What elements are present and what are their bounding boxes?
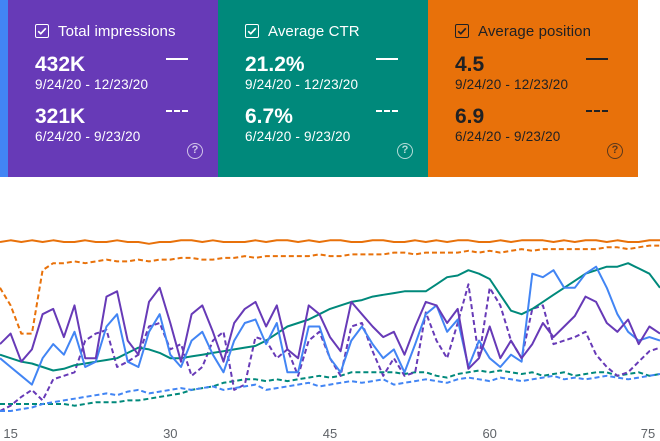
x-tick-label: 60 [482,426,497,441]
metric-cards: Total impressions 432K 9/24/20 - 12/23/2… [0,0,660,177]
date-range: 6/24/20 - 9/23/20 [245,129,351,144]
card-title: Average CTR [268,22,360,40]
metric-value: 432K [35,53,86,76]
date-range: 6/24/20 - 9/23/20 [35,129,141,144]
series-line-1 [0,244,660,335]
current-metric: 21.2% 9/24/20 - 12/23/20 [245,53,358,93]
dashed-line-legend-icon [376,110,398,112]
solid-line-legend-icon [376,58,398,60]
x-tick-label: 45 [322,426,338,441]
previous-metric: 321K 6/24/20 - 9/23/20 [35,105,140,145]
x-tick-label: 30 [163,426,178,441]
series-line-4 [0,286,660,370]
card-header: Average CTR [245,22,360,40]
series-line-5 [0,283,660,412]
previous-metric: 6.9 6/24/20 - 9/23/20 [455,105,560,145]
card-header: Total impressions [35,22,176,40]
average-position-card[interactable]: Average position 4.5 9/24/20 - 12/23/20 … [428,0,638,177]
x-tick-label: 15 [3,426,18,441]
metric-value: 4.5 [455,53,485,76]
series-line-7 [0,373,660,412]
solid-line-legend-icon [586,58,608,60]
total-impressions-card[interactable]: Total impressions 432K 9/24/20 - 12/23/2… [8,0,218,177]
date-range: 9/24/20 - 12/23/20 [35,77,149,92]
date-range: 9/24/20 - 12/23/20 [245,77,359,92]
metric-value: 6.7% [245,105,293,128]
x-tick-label: 75 [640,426,656,441]
chart-plot-area[interactable] [0,177,660,427]
dashed-line-legend-icon [166,110,188,112]
help-icon[interactable]: ? [187,143,203,159]
card-title: Total impressions [58,22,176,40]
average-ctr-card[interactable]: Average CTR 21.2% 9/24/20 - 12/23/20 6.7… [218,0,428,177]
help-icon[interactable]: ? [397,143,413,159]
metric-value: 21.2% [245,53,305,76]
series-line-3 [0,369,660,407]
series-line-0 [0,239,660,245]
metric-value: 6.9 [455,105,485,128]
dashed-line-legend-icon [586,110,608,112]
date-range: 9/24/20 - 12/23/20 [455,77,569,92]
checkbox-checked-icon[interactable] [455,24,469,38]
current-metric: 4.5 9/24/20 - 12/23/20 [455,53,568,93]
previous-metric: 6.7% 6/24/20 - 9/23/20 [245,105,350,145]
solid-line-legend-icon [166,58,188,60]
current-metric: 432K 9/24/20 - 12/23/20 [35,53,148,93]
checkbox-checked-icon[interactable] [245,24,259,38]
metric-value: 321K [35,105,86,128]
clicks-card-edge[interactable] [0,0,8,177]
date-range: 6/24/20 - 9/23/20 [455,129,561,144]
help-icon[interactable]: ? [607,143,623,159]
series-line-6 [0,265,660,386]
card-title: Average position [478,22,592,40]
series-line-2 [0,262,660,372]
card-header: Average position [455,22,591,40]
performance-chart[interactable]: 15 30 45 60 75 [0,177,660,441]
checkbox-checked-icon[interactable] [35,24,49,38]
